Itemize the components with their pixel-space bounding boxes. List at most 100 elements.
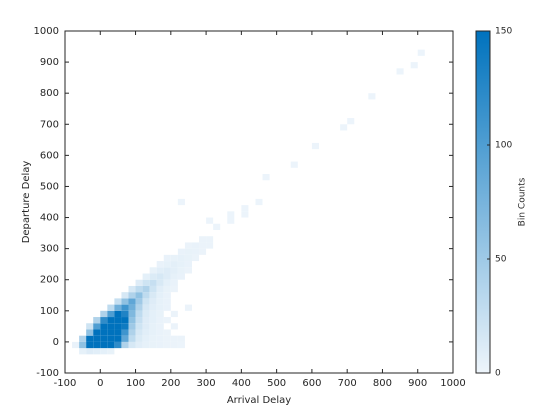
bin-cell xyxy=(121,292,129,299)
bin-cell xyxy=(128,285,136,293)
bin-cell xyxy=(107,323,115,330)
bin-cell xyxy=(170,279,178,286)
bin-cell xyxy=(149,279,157,286)
y-tick-label: 500 xyxy=(40,181,59,192)
bin-cell xyxy=(100,329,108,336)
bin-cell xyxy=(156,279,164,286)
heatmap xyxy=(72,49,425,355)
bin-cell xyxy=(142,310,150,318)
bin-cell xyxy=(142,273,150,280)
bin-cell xyxy=(163,279,171,286)
bin-cell xyxy=(156,310,164,318)
bin-cell xyxy=(107,335,115,342)
bin-cell xyxy=(177,198,185,206)
bin-cell xyxy=(107,329,115,336)
y-tick-label: 700 xyxy=(40,119,59,130)
y-tick-label: 200 xyxy=(40,275,59,286)
bin-cell xyxy=(142,329,150,336)
bin-cell xyxy=(142,335,150,342)
bin-cell xyxy=(79,341,87,349)
bin-cell xyxy=(347,118,355,125)
bin-cell xyxy=(100,317,108,324)
bin-cell xyxy=(184,261,192,268)
bin-cell xyxy=(79,335,87,342)
bin-cell xyxy=(121,329,129,336)
bin-cell xyxy=(177,273,185,280)
bin-cell xyxy=(142,279,150,286)
bin-cell xyxy=(191,254,200,262)
bin-cell xyxy=(86,341,94,349)
bin-cell xyxy=(100,323,108,330)
colorbar-tick-label: 150 xyxy=(495,27,512,37)
bin-cell xyxy=(177,335,185,342)
bin-cell xyxy=(128,304,136,311)
bin-cell xyxy=(100,335,108,342)
bin-cell xyxy=(121,310,129,318)
x-axis-label: Arrival Delay xyxy=(227,395,291,406)
x-tick-label: -100 xyxy=(54,378,77,389)
bin-cell xyxy=(170,285,178,293)
bin-cell xyxy=(128,329,136,336)
bin-cell xyxy=(114,304,122,311)
bin-cell xyxy=(184,254,192,262)
bin-cell xyxy=(170,323,178,330)
bin-cell xyxy=(199,236,207,243)
bin-cell xyxy=(156,292,164,299)
bin-cell xyxy=(128,341,136,349)
bin-cell xyxy=(135,279,143,286)
bin-cell xyxy=(114,317,122,324)
bin-cell xyxy=(135,304,143,311)
bin-cell xyxy=(163,273,171,280)
bin-cell xyxy=(417,49,425,56)
bin-cell xyxy=(191,248,200,255)
bin-cell xyxy=(149,317,157,324)
bin-cell xyxy=(156,261,164,268)
bin-cell xyxy=(170,273,178,280)
bin-cell xyxy=(149,341,157,349)
bin-cell xyxy=(135,329,143,336)
bin-cell xyxy=(311,142,319,150)
bin-cell xyxy=(86,329,94,336)
bin-cell xyxy=(184,267,192,274)
bin-cell xyxy=(86,335,94,342)
bin-cell xyxy=(128,335,136,342)
bin-cell xyxy=(107,304,115,311)
x-tick-label: 600 xyxy=(302,378,321,389)
bin-cell xyxy=(135,323,143,330)
bin-cell xyxy=(114,310,122,318)
bin-cell xyxy=(93,335,101,342)
bin-cell xyxy=(100,348,108,355)
bin-cell xyxy=(114,335,122,342)
bin-cell xyxy=(368,93,376,100)
bin-cell xyxy=(163,267,171,274)
x-tick-label: 900 xyxy=(408,378,427,389)
bin-cell xyxy=(142,285,150,293)
bin-cell xyxy=(128,298,136,305)
bin-cell xyxy=(170,254,178,262)
bin-cell xyxy=(163,317,171,324)
bin-cell xyxy=(156,273,164,280)
bin-cell xyxy=(156,267,164,274)
bin-cell xyxy=(163,335,171,342)
bin-cell xyxy=(177,248,185,255)
y-tick-label: 1000 xyxy=(34,26,59,37)
bin-cell xyxy=(170,310,178,318)
bin-cell xyxy=(135,317,143,324)
bin-cell xyxy=(156,298,164,305)
bin-cell xyxy=(135,298,143,305)
bin-cell xyxy=(121,335,129,342)
y-tick-label: 300 xyxy=(40,244,59,255)
bin-cell xyxy=(170,341,178,349)
bin-cell xyxy=(121,298,129,305)
bin-cell xyxy=(107,317,115,324)
y-tick-label: 0 xyxy=(53,337,59,348)
bin-cell xyxy=(262,174,270,181)
bin-cell xyxy=(107,341,115,349)
bin-cell xyxy=(163,254,171,262)
bin-cell xyxy=(163,261,171,268)
x-tick-label: 700 xyxy=(338,378,357,389)
bin-cell xyxy=(107,348,115,355)
bin-cell xyxy=(396,68,404,75)
bin-cell xyxy=(340,124,348,131)
bin-cell xyxy=(191,242,200,249)
